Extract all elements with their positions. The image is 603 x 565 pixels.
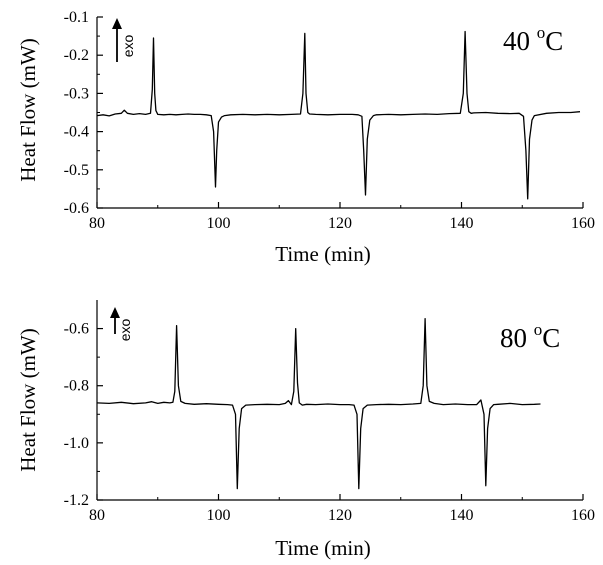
y-axis-title-80c: Heat Flow (mW) [16,328,40,471]
x-tick-label-80c: 160 [571,507,595,524]
x-tick-label-80c: 140 [450,507,474,524]
y-tick-label-40c: -0.6 [64,200,89,217]
heat-flow-line-80c [96,317,541,490]
x-tick-label-40c: 120 [328,215,352,232]
temperature-label-40c: 40 oC [503,23,563,56]
y-tick-label-80c: -0.8 [64,378,89,395]
y-tick-label-40c: -0.5 [64,162,89,179]
x-tick-label-40c: 80 [89,215,105,232]
y-tick-label-40c: -0.4 [64,124,89,141]
y-tick-label-40c: -0.2 [64,47,89,64]
y-axis-title-40c: Heat Flow (mW) [16,38,40,181]
x-axis-title-80c: Time (min) [275,536,370,560]
x-tick-label-40c: 140 [450,215,474,232]
exo-indicator-40c: exo [112,18,136,62]
x-tick-label-80c: 80 [89,507,105,524]
temperature-unit-80c: C [542,323,560,353]
exo-indicator-80c: exo [110,307,133,341]
temperature-label-80c: 80 oC [500,320,560,353]
exo-arrow-head-40c [112,18,122,29]
plot-area-40c: 80 100 120 140 160 -0.6 -0.5 -0.4 -0.3 -0.2 -0.1 [64,9,595,232]
temperature-unit-40c: C [545,26,563,56]
temperature-degree-80c: o [534,320,543,339]
y-tick-label-80c: -0.6 [64,321,89,338]
temperature-degree-40c: o [537,23,546,42]
heat-flow-line-40c [96,30,581,200]
y-tick-label-80c: -1.2 [64,492,89,509]
exo-label-40c: exo [120,35,136,58]
panel-80c: 80 100 120 140 160 -1.2 -1.0 -0.8 -0.6 Time (min… [16,300,595,560]
y-tick-label-40c: -0.1 [64,9,89,26]
x-tick-label-80c: 100 [207,507,231,524]
exo-arrow-head-80c [110,307,120,318]
exo-label-80c: exo [117,319,133,342]
y-tick-label-40c: -0.3 [64,85,89,102]
y-tick-label-80c: -1.0 [64,435,89,452]
x-tick-label-40c: 100 [207,215,231,232]
temperature-value-80c: 80 [500,323,534,353]
temperature-value-40c: 40 [503,26,537,56]
panel-40c: 80 100 120 140 160 -0.6 -0.5 -0.4 -0.3 -0.2 -0.1 T… [16,9,595,266]
x-tick-label-80c: 120 [328,507,352,524]
x-axis-title-40c: Time (min) [275,242,370,266]
plot-area-80c: 80 100 120 140 160 -1.2 -1.0 -0.8 -0.6 [64,300,595,524]
x-tick-label-40c: 160 [571,215,595,232]
